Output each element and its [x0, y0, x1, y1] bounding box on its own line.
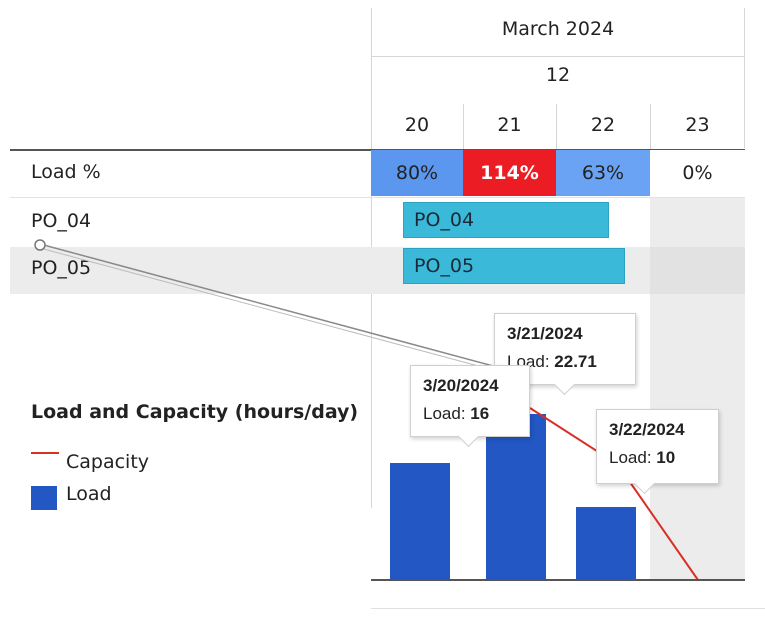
load-bar-22[interactable]: [576, 507, 636, 580]
legend-load-label: Load: [66, 483, 112, 505]
month-header: March 2024: [501, 18, 615, 40]
legend-capacity-swatch: [31, 452, 59, 454]
grid-line: [650, 104, 651, 150]
task-bar-po04[interactable]: PO_04: [403, 202, 609, 238]
tooltip-3-20: 3/20/2024 Load: 16: [410, 365, 530, 448]
load-cell-20: 80%: [371, 150, 463, 196]
task-bar-po05[interactable]: PO_05: [403, 248, 625, 284]
day-header-23: 23: [685, 114, 710, 136]
load-cell-21: 114%: [463, 150, 556, 196]
tooltip-date: 3/20/2024: [423, 376, 499, 395]
load-cell-23: 0%: [650, 150, 745, 196]
grid-line: [371, 56, 745, 57]
tooltip-value: 22.71: [554, 352, 597, 371]
horizontal-scrollbar[interactable]: [371, 608, 765, 609]
grid-line: [744, 8, 745, 148]
tooltip-3-22: 3/22/2024 Load: 10: [596, 409, 719, 495]
load-row-label: Load %: [31, 161, 101, 183]
tooltip-value: 10: [656, 448, 676, 467]
tooltip-date: 3/21/2024: [507, 324, 583, 343]
tooltip-value: 16: [470, 404, 490, 423]
grid-line: [463, 104, 464, 150]
row-divider: [10, 197, 745, 198]
drag-connector-line: [39, 247, 535, 382]
legend-load-swatch: [31, 486, 57, 510]
tooltip-line: Load: 10: [609, 444, 706, 472]
drag-connector-line: [39, 243, 535, 378]
grid-line: [556, 104, 557, 150]
day-header-22: 22: [590, 114, 616, 136]
tooltip-line: Load: 16: [423, 400, 517, 428]
resource-label-po05[interactable]: PO_05: [31, 257, 92, 279]
tooltip-date: 3/22/2024: [609, 420, 685, 439]
load-bar-20[interactable]: [390, 463, 450, 580]
day-header-21: 21: [497, 114, 522, 136]
non-working-day-shade: [650, 510, 745, 580]
drag-handle-start[interactable]: [34, 239, 46, 251]
non-working-day-shade: [650, 247, 745, 294]
load-cell-22: 63%: [556, 150, 650, 196]
resource-label-po04[interactable]: PO_04: [31, 210, 92, 232]
tooltip-metric: Load:: [423, 404, 466, 423]
week-header: 12: [545, 64, 571, 86]
load-bar-21[interactable]: [486, 414, 546, 580]
legend-capacity-label: Capacity: [66, 451, 150, 473]
tooltip-metric: Load:: [609, 448, 652, 467]
chart-baseline: [371, 579, 745, 581]
legend-title: Load and Capacity (hours/day): [31, 401, 359, 423]
day-header-20: 20: [404, 114, 430, 136]
